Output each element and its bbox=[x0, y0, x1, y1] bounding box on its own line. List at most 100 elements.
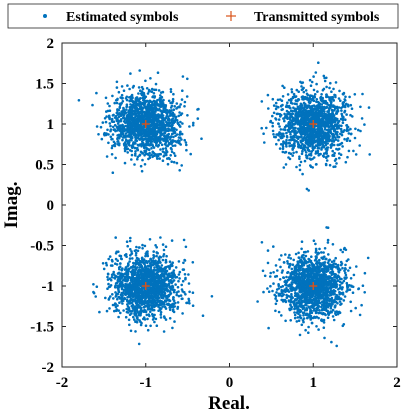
estimated-symbol-point bbox=[281, 147, 285, 150]
estimated-symbol-point bbox=[114, 284, 117, 288]
estimated-symbol-point bbox=[147, 117, 151, 121]
estimated-symbol-point bbox=[183, 138, 186, 142]
estimated-symbol-point bbox=[272, 111, 276, 115]
estimated-symbol-point bbox=[170, 148, 173, 151]
estimated-symbol-point bbox=[134, 150, 137, 153]
estimated-symbol-point bbox=[164, 139, 167, 143]
estimated-symbol-point bbox=[149, 266, 153, 269]
estimated-symbol-point bbox=[274, 117, 277, 120]
estimated-symbol-point bbox=[309, 165, 313, 168]
estimated-symbol-point bbox=[115, 119, 119, 123]
estimated-symbol-point bbox=[181, 122, 184, 125]
estimated-symbol-point bbox=[307, 133, 311, 136]
estimated-symbol-point bbox=[168, 267, 171, 271]
estimated-symbol-point bbox=[315, 163, 318, 166]
estimated-symbol-point bbox=[156, 98, 159, 102]
estimated-symbol-point bbox=[184, 293, 187, 296]
estimated-symbol-point bbox=[141, 106, 144, 110]
estimated-symbol-point bbox=[167, 143, 171, 146]
estimated-symbol-point bbox=[146, 302, 149, 306]
estimated-symbol-point bbox=[145, 278, 149, 281]
estimated-symbol-point bbox=[151, 129, 155, 132]
estimated-symbol-point bbox=[330, 115, 333, 119]
estimated-symbol-point bbox=[283, 112, 286, 116]
estimated-symbol-point bbox=[116, 278, 120, 282]
estimated-symbol-point bbox=[281, 95, 285, 98]
estimated-symbol-point bbox=[352, 149, 355, 153]
estimated-symbol-point bbox=[130, 252, 134, 255]
estimated-symbol-point bbox=[317, 109, 321, 112]
estimated-symbol-point bbox=[181, 279, 185, 283]
estimated-symbol-point bbox=[316, 90, 319, 93]
estimated-symbol-point bbox=[155, 264, 158, 267]
estimated-symbol-point bbox=[116, 259, 119, 263]
estimated-symbol-point bbox=[180, 164, 183, 167]
estimated-symbol-point bbox=[130, 266, 134, 269]
estimated-symbol-point bbox=[115, 309, 118, 313]
estimated-symbol-point bbox=[115, 125, 119, 128]
estimated-symbol-point bbox=[357, 128, 360, 132]
estimated-symbol-point bbox=[323, 131, 327, 135]
estimated-symbol-point bbox=[312, 136, 316, 140]
estimated-symbol-point bbox=[129, 290, 132, 293]
estimated-symbol-point bbox=[123, 296, 126, 300]
estimated-symbol-point bbox=[296, 112, 300, 115]
estimated-symbol-point bbox=[345, 113, 348, 116]
estimated-symbol-point bbox=[168, 138, 172, 141]
estimated-symbol-point bbox=[125, 105, 128, 109]
estimated-symbol-point bbox=[339, 99, 342, 102]
estimated-symbol-point bbox=[172, 130, 175, 133]
estimated-symbol-point bbox=[118, 113, 122, 116]
estimated-symbol-point bbox=[153, 262, 156, 266]
estimated-symbol-point bbox=[187, 273, 190, 276]
estimated-symbol-point bbox=[332, 98, 335, 102]
estimated-symbol-point bbox=[148, 139, 152, 143]
estimated-symbol-point bbox=[284, 105, 288, 109]
estimated-symbol-point bbox=[116, 109, 119, 112]
estimated-symbol-point bbox=[320, 305, 323, 309]
estimated-symbol-point bbox=[169, 135, 173, 138]
estimated-symbol-point bbox=[300, 323, 304, 327]
estimated-symbol-point bbox=[180, 297, 184, 301]
estimated-symbol-point bbox=[343, 129, 346, 132]
estimated-symbol-point bbox=[132, 261, 135, 265]
estimated-symbol-point bbox=[128, 129, 131, 132]
estimated-symbol-point bbox=[200, 137, 203, 140]
estimated-symbol-point bbox=[331, 315, 335, 318]
estimated-symbol-point bbox=[125, 307, 128, 311]
estimated-symbol-point bbox=[299, 120, 302, 124]
estimated-symbol-point bbox=[303, 104, 307, 108]
estimated-symbol-point bbox=[109, 284, 113, 287]
estimated-symbol-point bbox=[155, 136, 159, 140]
estimated-symbol-point bbox=[166, 265, 170, 268]
estimated-symbol-point bbox=[363, 123, 366, 126]
estimated-symbol-point bbox=[125, 98, 129, 102]
estimated-symbol-point bbox=[148, 286, 151, 289]
estimated-symbol-point bbox=[187, 297, 190, 301]
estimated-symbol-point bbox=[153, 113, 156, 117]
estimated-symbol-point bbox=[161, 90, 165, 94]
estimated-symbol-point bbox=[110, 146, 114, 150]
estimated-symbol-point bbox=[156, 270, 160, 274]
estimated-symbol-point bbox=[159, 276, 163, 280]
estimated-symbol-point bbox=[123, 141, 127, 144]
estimated-symbol-point bbox=[326, 125, 330, 128]
estimated-symbol-point bbox=[317, 103, 321, 106]
estimated-symbol-point bbox=[138, 69, 141, 72]
estimated-symbol-point bbox=[131, 146, 134, 150]
estimated-symbol-point bbox=[119, 262, 122, 265]
estimated-symbol-point bbox=[129, 254, 132, 257]
estimated-symbol-point bbox=[104, 296, 107, 300]
estimated-symbol-point bbox=[299, 80, 302, 84]
estimated-symbol-point bbox=[329, 81, 332, 85]
estimated-symbol-point bbox=[340, 129, 343, 133]
estimated-symbol-point bbox=[130, 283, 134, 287]
estimated-symbol-point bbox=[329, 117, 332, 121]
estimated-symbol-point bbox=[298, 110, 302, 113]
estimated-symbol-point bbox=[144, 137, 147, 140]
estimated-symbol-point bbox=[153, 288, 156, 292]
estimated-symbol-point bbox=[105, 263, 108, 267]
estimated-symbol-point bbox=[289, 135, 293, 139]
estimated-symbol-point bbox=[110, 258, 114, 262]
estimated-symbol-point bbox=[177, 260, 181, 263]
